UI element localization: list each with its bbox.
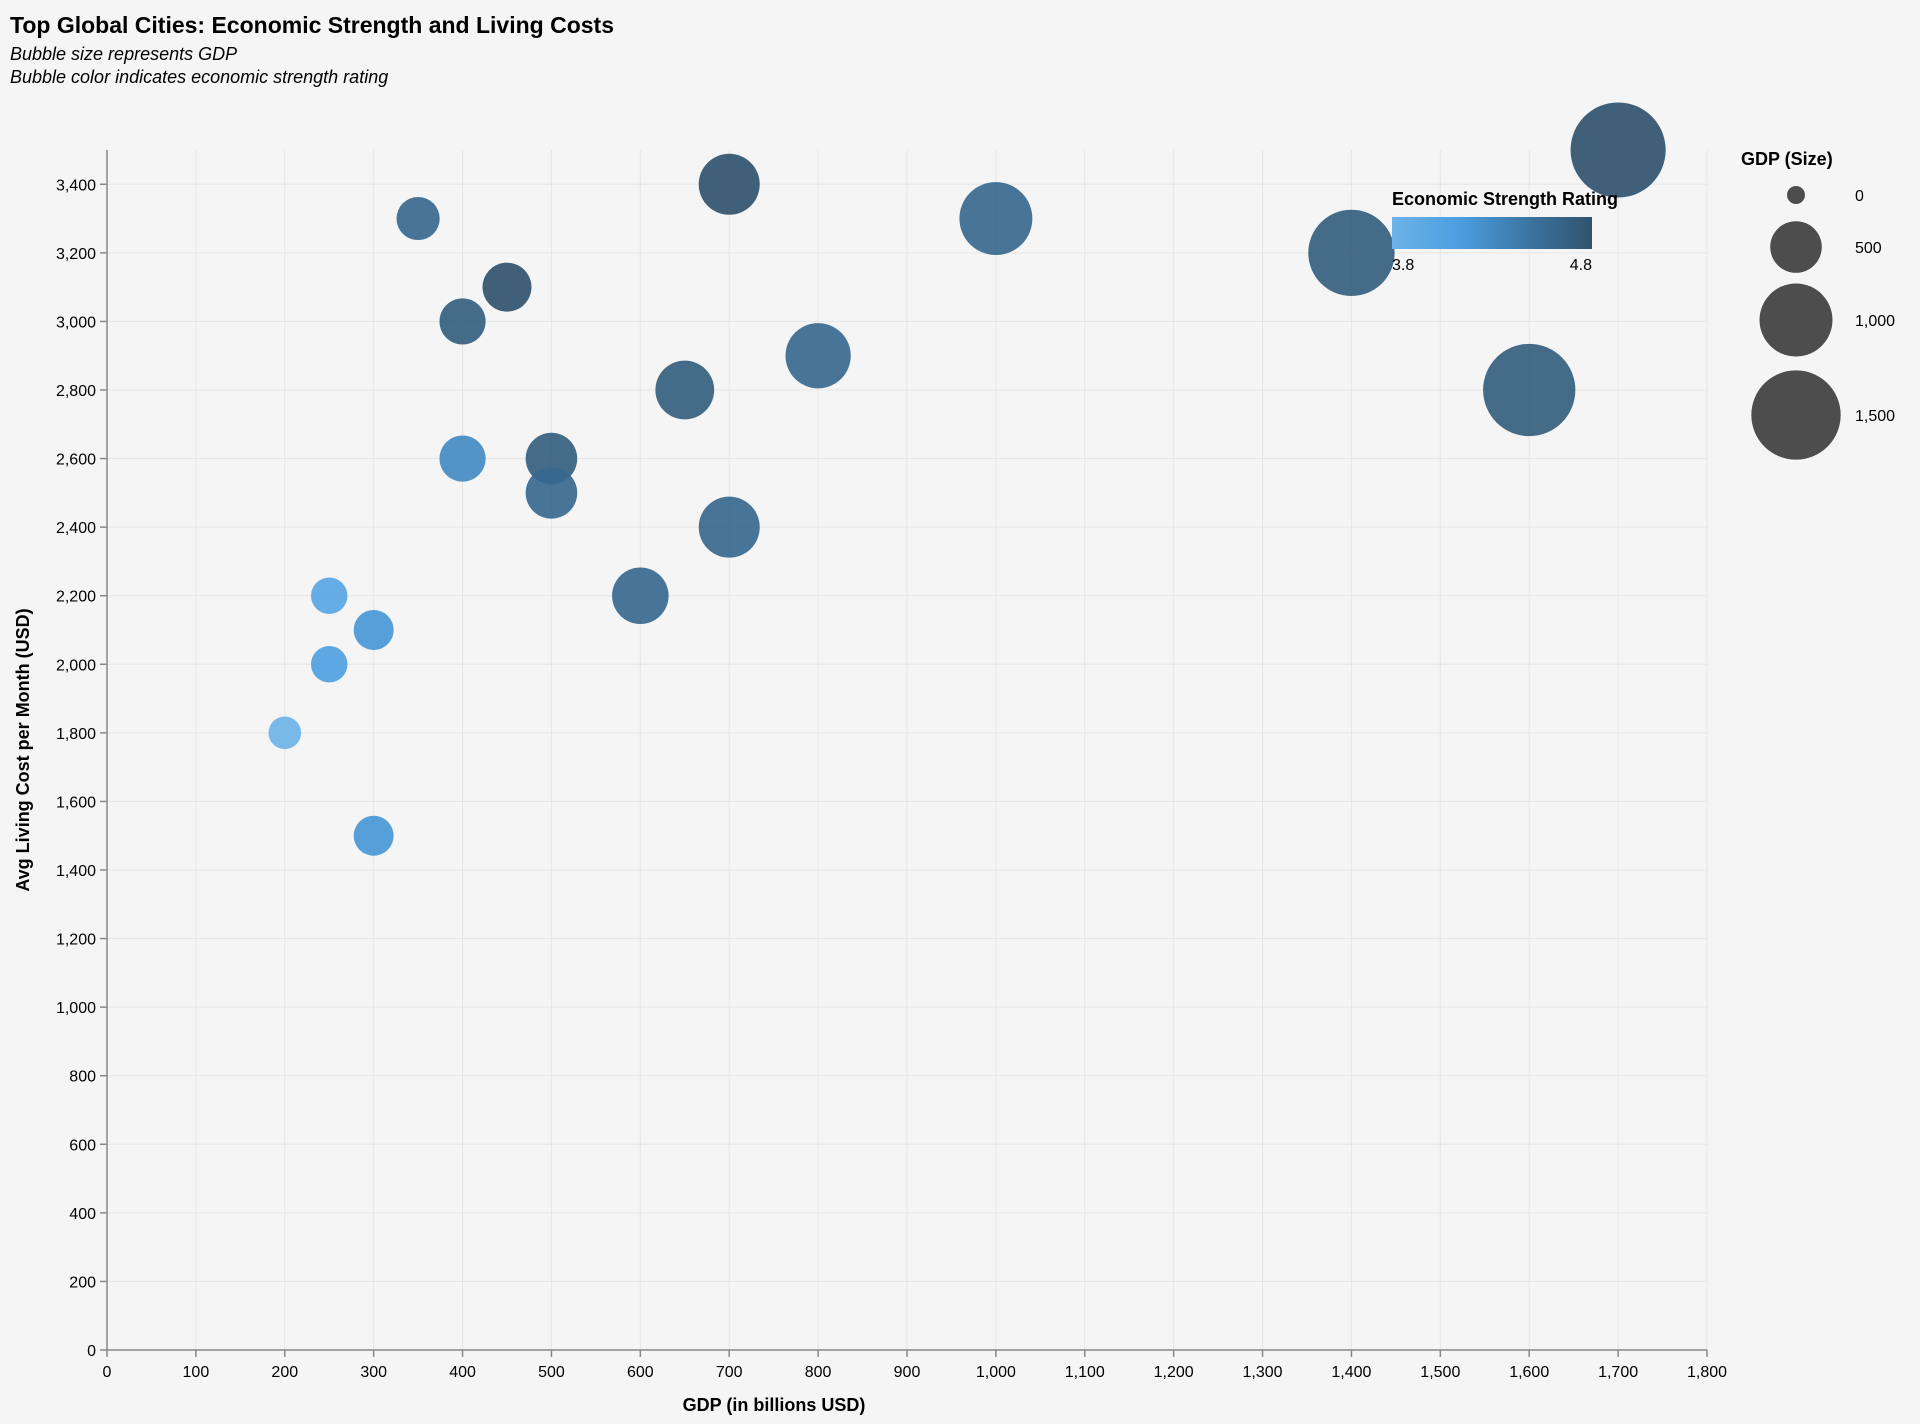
city-bubble[interactable]	[959, 182, 1033, 256]
city-bubble[interactable]	[353, 610, 394, 650]
y-tick-label: 3,200	[56, 246, 96, 263]
city-bubble[interactable]	[525, 467, 578, 519]
x-tick-label: 300	[360, 1364, 387, 1381]
x-tick-label: 900	[894, 1364, 921, 1381]
x-tick-label: 1,200	[1154, 1364, 1194, 1381]
city-bubble[interactable]	[439, 435, 486, 482]
city-bubble[interactable]	[396, 196, 440, 241]
y-tick-label: 1,200	[56, 932, 96, 949]
color-legend-title: Economic Strength Rating	[1392, 189, 1618, 209]
city-bubble[interactable]	[698, 153, 760, 215]
x-axis-ticks: 0 100 200 300 400 500 600 700 800 900 1,000 1,100 1,…	[103, 1350, 1727, 1381]
color-legend-min-label: 3.8	[1392, 257, 1414, 274]
y-tick-label: 2,800	[56, 383, 96, 400]
city-bubble[interactable]	[612, 567, 669, 624]
x-tick-label: 200	[271, 1364, 298, 1381]
x-tick-label: 1,000	[976, 1364, 1016, 1381]
x-gridlines	[106, 150, 1708, 1350]
city-bubble[interactable]	[1483, 343, 1576, 437]
x-tick-label: 0	[103, 1364, 112, 1381]
city-bubble[interactable]	[785, 323, 851, 389]
bubble-layer	[268, 102, 1666, 856]
size-legend-label: 500	[1855, 240, 1882, 257]
size-legend-label: 1,500	[1855, 408, 1895, 425]
x-tick-label: 1,300	[1243, 1364, 1283, 1381]
y-tick-label: 2,000	[56, 657, 96, 674]
city-bubble[interactable]	[268, 716, 302, 750]
y-tick-label: 200	[69, 1274, 96, 1291]
color-legend-max-label: 4.8	[1570, 257, 1592, 274]
x-tick-label: 100	[183, 1364, 210, 1381]
x-tick-label: 400	[449, 1364, 476, 1381]
city-bubble[interactable]	[1570, 102, 1666, 198]
size-legend-symbol	[1751, 370, 1841, 460]
y-tick-label: 2,200	[56, 589, 96, 606]
y-tick-label: 1,800	[56, 726, 96, 743]
y-tick-label: 1,400	[56, 863, 96, 880]
city-bubble[interactable]	[655, 360, 715, 420]
x-tick-label: 1,800	[1687, 1364, 1727, 1381]
color-legend: Economic Strength Rating 3.8 4.8	[1392, 189, 1618, 274]
x-tick-label: 700	[716, 1364, 743, 1381]
x-tick-label: 1,700	[1598, 1364, 1638, 1381]
x-tick-label: 500	[538, 1364, 565, 1381]
x-tick-label: 1,600	[1509, 1364, 1549, 1381]
city-bubble[interactable]	[353, 815, 394, 856]
x-tick-label: 1,100	[1065, 1364, 1105, 1381]
y-axis-title: Avg Living Cost per Month (USD)	[13, 608, 33, 891]
y-tick-label: 2,600	[56, 452, 96, 469]
city-bubble[interactable]	[1308, 209, 1395, 297]
y-tick-label: 400	[69, 1206, 96, 1223]
size-legend-symbol	[1770, 221, 1822, 273]
city-bubble[interactable]	[310, 577, 348, 614]
x-tick-label: 1,400	[1331, 1364, 1371, 1381]
x-tick-label: 1,500	[1420, 1364, 1460, 1381]
x-tick-label: 800	[805, 1364, 832, 1381]
size-legend-label: 1,000	[1855, 313, 1895, 330]
y-tick-label: 3,000	[56, 314, 96, 331]
y-tick-label: 800	[69, 1069, 96, 1086]
chart-title: Top Global Cities: Economic Strength and…	[10, 12, 614, 38]
y-tick-label: 0	[87, 1343, 96, 1360]
y-tick-label: 600	[69, 1137, 96, 1154]
size-legend-title: GDP (Size)	[1741, 149, 1833, 169]
y-tick-label: 1,000	[56, 1000, 96, 1017]
x-axis-title: GDP (in billions USD)	[683, 1395, 866, 1415]
city-bubble[interactable]	[439, 298, 486, 345]
chart-subtitle-color: Bubble color indicates economic strength…	[10, 67, 388, 87]
size-legend: GDP (Size) 0 500 1,000 1,500	[1741, 149, 1895, 460]
size-legend-symbol	[1759, 283, 1833, 357]
y-gridlines	[107, 183, 1707, 1351]
size-legend-label: 0	[1855, 188, 1864, 205]
city-bubble[interactable]	[482, 262, 532, 312]
city-bubble[interactable]	[310, 646, 348, 683]
y-tick-label: 3,400	[56, 177, 96, 194]
chart-subtitle-size: Bubble size represents GDP	[10, 44, 237, 64]
color-legend-gradient	[1392, 217, 1592, 249]
y-tick-label: 1,600	[56, 794, 96, 811]
y-axis-ticks: 0 200 400 600 800 1,000 1,200 1,400 1,600 1,800 2,…	[56, 177, 107, 1360]
y-tick-label: 2,400	[56, 520, 96, 537]
x-tick-label: 600	[627, 1364, 654, 1381]
size-legend-symbol	[1787, 186, 1805, 204]
city-bubble[interactable]	[698, 496, 760, 558]
